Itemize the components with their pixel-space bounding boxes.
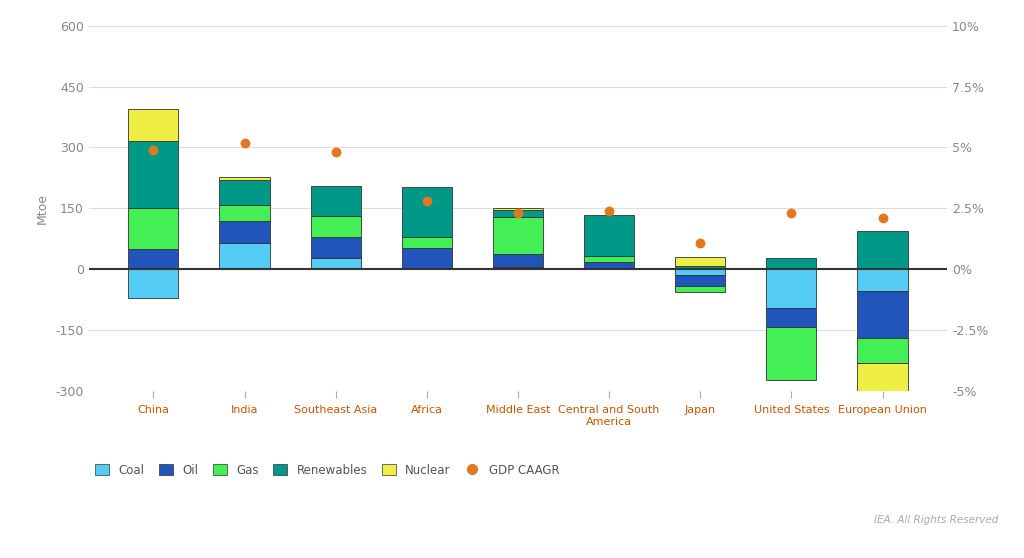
- Bar: [584, 256, 634, 262]
- Bar: [310, 216, 360, 237]
- Bar: [128, 209, 178, 249]
- Point: [692, 238, 709, 247]
- Point: [328, 148, 344, 157]
- Point: [874, 214, 891, 223]
- Bar: [675, 257, 725, 266]
- Bar: [493, 254, 543, 267]
- Bar: [675, 270, 725, 276]
- Bar: [857, 291, 907, 339]
- Bar: [219, 205, 269, 220]
- Text: IEA. All Rights Reserved: IEA. All Rights Reserved: [874, 514, 998, 525]
- Bar: [401, 248, 452, 270]
- Point: [145, 146, 162, 155]
- Bar: [128, 249, 178, 270]
- Bar: [766, 308, 816, 328]
- Bar: [219, 177, 269, 180]
- Bar: [401, 187, 452, 237]
- Bar: [310, 258, 360, 270]
- Bar: [219, 243, 269, 270]
- Bar: [493, 210, 543, 217]
- Bar: [493, 267, 543, 270]
- Point: [783, 209, 800, 218]
- Bar: [219, 220, 269, 243]
- Point: [510, 209, 526, 218]
- Bar: [766, 258, 816, 270]
- Point: [237, 138, 253, 147]
- Bar: [128, 270, 178, 298]
- Bar: [857, 339, 907, 363]
- Bar: [493, 217, 543, 254]
- Bar: [219, 180, 269, 205]
- Point: [419, 196, 435, 205]
- Bar: [857, 231, 907, 270]
- Bar: [675, 266, 725, 270]
- Bar: [128, 109, 178, 141]
- Bar: [310, 186, 360, 216]
- Bar: [493, 208, 543, 210]
- Point: [601, 206, 617, 215]
- Bar: [857, 270, 907, 291]
- Bar: [857, 363, 907, 395]
- Bar: [584, 215, 634, 256]
- Bar: [766, 270, 816, 308]
- Legend: Coal, Oil, Gas, Renewables, Nuclear, GDP CAAGR: Coal, Oil, Gas, Renewables, Nuclear, GDP…: [95, 464, 559, 477]
- Bar: [766, 328, 816, 381]
- Bar: [128, 141, 178, 209]
- Bar: [584, 262, 634, 270]
- Y-axis label: Mtoe: Mtoe: [36, 193, 48, 224]
- Bar: [675, 286, 725, 292]
- Bar: [675, 276, 725, 286]
- Bar: [401, 237, 452, 248]
- Bar: [310, 237, 360, 258]
